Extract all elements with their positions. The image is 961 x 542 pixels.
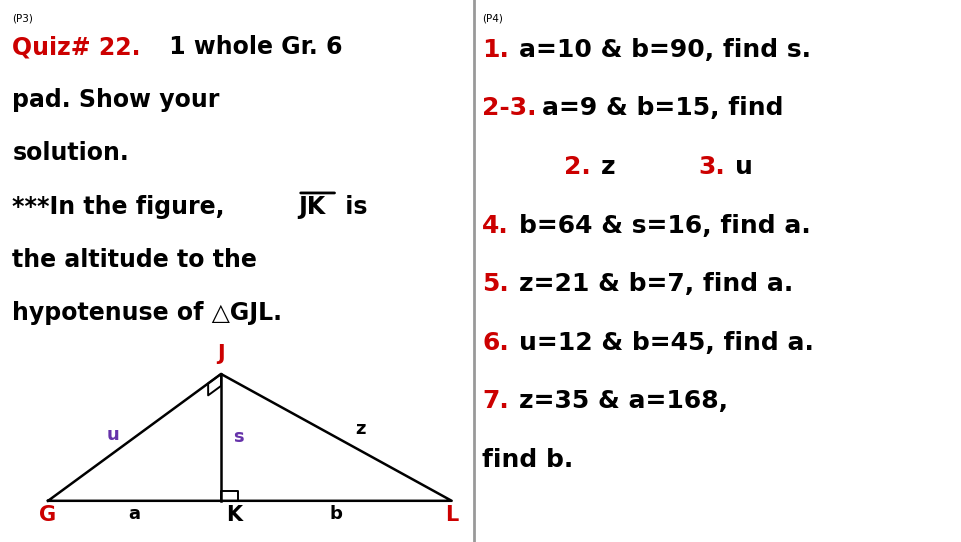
- Text: 6.: 6.: [482, 331, 509, 354]
- Text: hypotenuse of △GJL.: hypotenuse of △GJL.: [12, 301, 283, 325]
- Text: 3.: 3.: [699, 155, 726, 179]
- Text: u=12 & b=45, find a.: u=12 & b=45, find a.: [519, 331, 814, 354]
- Text: JK: JK: [298, 195, 325, 218]
- Text: K: K: [226, 505, 242, 525]
- Text: 2.: 2.: [564, 155, 591, 179]
- Text: solution.: solution.: [12, 141, 129, 165]
- Text: (P3): (P3): [12, 14, 34, 23]
- Text: z=35 & a=168,: z=35 & a=168,: [519, 389, 727, 413]
- Text: J: J: [217, 344, 225, 364]
- Text: a: a: [129, 505, 140, 523]
- Text: b=64 & s=16, find a.: b=64 & s=16, find a.: [519, 214, 811, 237]
- Text: 1 whole Gr. 6: 1 whole Gr. 6: [161, 35, 343, 59]
- Text: Quiz# 22.: Quiz# 22.: [12, 35, 141, 59]
- Text: L: L: [445, 505, 458, 525]
- Bar: [474, 0, 961, 542]
- Text: z: z: [356, 420, 365, 438]
- Text: u: u: [107, 425, 120, 444]
- Text: a=9 & b=15, find: a=9 & b=15, find: [542, 96, 783, 120]
- Text: a=10 & b=90, find s.: a=10 & b=90, find s.: [519, 38, 811, 62]
- Text: s: s: [233, 428, 244, 447]
- Text: z: z: [601, 155, 615, 179]
- Text: is: is: [337, 195, 368, 218]
- Text: z=21 & b=7, find a.: z=21 & b=7, find a.: [519, 272, 793, 296]
- Text: 7.: 7.: [482, 389, 509, 413]
- Text: pad. Show your: pad. Show your: [12, 88, 220, 112]
- Text: u: u: [735, 155, 753, 179]
- Text: the altitude to the: the altitude to the: [12, 248, 258, 272]
- Text: ***In the figure,: ***In the figure,: [12, 195, 234, 218]
- Text: find b.: find b.: [482, 448, 574, 472]
- Text: 4.: 4.: [482, 214, 509, 237]
- Text: G: G: [39, 505, 57, 525]
- Text: b: b: [330, 505, 343, 523]
- Text: 2-3.: 2-3.: [482, 96, 537, 120]
- Text: 5.: 5.: [482, 272, 509, 296]
- Text: 1.: 1.: [482, 38, 509, 62]
- Bar: [0, 0, 474, 542]
- Text: (P4): (P4): [482, 14, 504, 23]
